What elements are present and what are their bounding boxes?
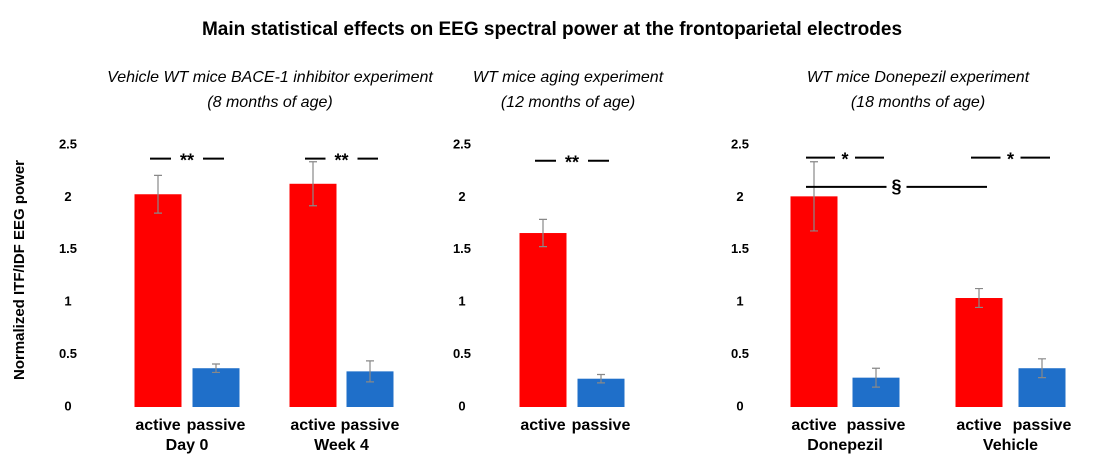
error-bar	[872, 367, 880, 388]
group-label: Week 4	[314, 437, 369, 454]
y-tick-label: 2	[736, 189, 743, 204]
significance-label: **	[334, 150, 348, 170]
significance-label: *	[1007, 149, 1014, 169]
y-tick-label: 0	[736, 398, 743, 413]
group-label: Day 0	[166, 437, 209, 454]
significance-label: §	[891, 177, 901, 197]
error-bar	[597, 373, 605, 384]
x-tick-label: active	[791, 417, 836, 434]
bar	[955, 298, 1003, 407]
panel-title: WT mice Donepezil experiment	[807, 69, 1030, 86]
y-tick-label: 0	[458, 398, 465, 413]
y-axis-label: Normalized ITF/IDF EEG power	[11, 160, 28, 380]
x-tick-label: active	[135, 417, 180, 434]
error-bar	[539, 218, 547, 248]
panel-title: WT mice aging experiment	[473, 69, 664, 86]
bar	[192, 368, 240, 407]
y-tick-label: 1.5	[453, 241, 471, 256]
y-tick-label: 2	[458, 189, 465, 204]
x-tick-label: passive	[572, 417, 631, 434]
y-tick-label: 1.5	[731, 241, 749, 256]
x-tick-label: active	[520, 417, 565, 434]
x-tick-label: passive	[847, 417, 906, 434]
y-tick-label: 0.5	[731, 346, 749, 361]
y-tick-label: 1	[736, 294, 743, 309]
y-tick-label: 2	[64, 189, 71, 204]
y-tick-label: 2.5	[59, 136, 77, 151]
error-bar	[975, 287, 983, 309]
x-tick-label: passive	[1013, 417, 1072, 434]
significance-label: **	[180, 150, 194, 170]
error-bar	[309, 161, 317, 207]
x-tick-label: active	[290, 417, 335, 434]
y-tick-label: 1.5	[59, 241, 77, 256]
y-tick-label: 2.5	[731, 136, 749, 151]
bar	[289, 183, 337, 407]
bar	[519, 233, 567, 407]
error-bar	[212, 363, 220, 374]
y-tick-label: 2.5	[453, 136, 471, 151]
significance-label: **	[565, 152, 579, 172]
panel-subtitle: (18 months of age)	[851, 94, 985, 111]
error-bar	[366, 360, 374, 383]
y-tick-label: 1	[64, 294, 71, 309]
error-bar	[154, 174, 162, 214]
panel-subtitle: (12 months of age)	[501, 94, 635, 111]
y-tick-label: 0.5	[453, 346, 471, 361]
panel-title: Vehicle WT mice BACE-1 inhibitor experim…	[107, 69, 433, 86]
bar	[134, 194, 182, 407]
error-bar	[810, 161, 818, 232]
group-label: Donepezil	[807, 437, 883, 454]
y-tick-label: 0.5	[59, 346, 77, 361]
y-tick-label: 0	[64, 398, 71, 413]
figure-title: Main statistical effects on EEG spectral…	[202, 19, 902, 40]
x-tick-label: passive	[341, 417, 400, 434]
error-bar	[1038, 358, 1046, 379]
panel-subtitle: (8 months of age)	[207, 94, 332, 111]
y-tick-label: 1	[458, 294, 465, 309]
significance-label: *	[841, 149, 848, 169]
x-tick-label: active	[956, 417, 1001, 434]
x-tick-label: passive	[187, 417, 246, 434]
group-label: Vehicle	[983, 437, 1038, 454]
